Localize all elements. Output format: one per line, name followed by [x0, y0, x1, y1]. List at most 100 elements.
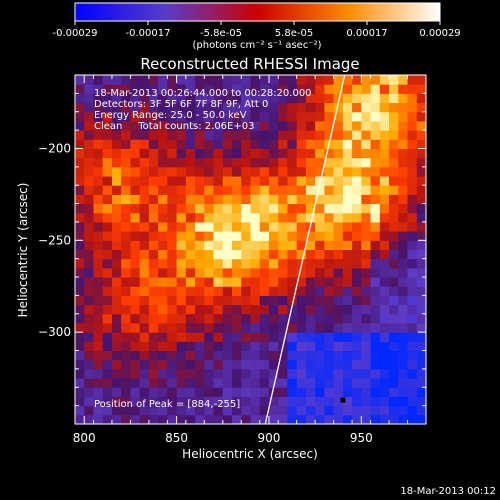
heatmap-cell: [185, 203, 196, 214]
heatmap-cell: [333, 414, 344, 424]
heatmap-cell: [213, 387, 224, 397]
heatmap-cell: [148, 93, 159, 104]
heatmap-cell: [93, 249, 104, 260]
heatmap-cell: [204, 350, 215, 361]
heatmap-cell: [370, 258, 381, 269]
heatmap-cell: [278, 368, 288, 379]
heatmap-cell: [204, 148, 215, 159]
heatmap-cell: [333, 341, 344, 352]
heatmap-cell: [398, 148, 409, 159]
heatmap-cell: [84, 387, 94, 397]
heatmap-cell: [379, 231, 390, 241]
heatmap-cell: [241, 166, 251, 177]
heatmap-cell: [250, 313, 261, 324]
heatmap-cell: [222, 231, 233, 241]
heatmap-cell: [139, 322, 150, 333]
heatmap-cell: [139, 414, 150, 424]
heatmap-cell: [176, 387, 187, 397]
heatmap-cell: [158, 176, 168, 186]
heatmap-cell: [416, 414, 426, 424]
heatmap-cell: [398, 249, 409, 260]
heatmap-cell: [213, 139, 224, 149]
heatmap-cell: [195, 368, 205, 379]
heatmap-cell: [250, 258, 261, 269]
heatmap-cell: [195, 378, 205, 388]
heatmap-cell: [111, 75, 122, 85]
heatmap-cell: [379, 350, 390, 361]
heatmap-cell: [75, 166, 85, 177]
heatmap-cell: [250, 203, 261, 214]
heatmap-cell: [204, 396, 215, 407]
heatmap-cell: [222, 221, 233, 232]
heatmap-cell: [315, 84, 325, 94]
heatmap-cell: [195, 203, 205, 214]
heatmap-cell: [389, 120, 399, 131]
heatmap-cell: [139, 249, 150, 260]
heatmap-cell: [315, 267, 325, 278]
heatmap-cell: [111, 414, 122, 424]
heatmap-cell: [75, 341, 85, 352]
heatmap-cell: [333, 322, 344, 333]
heatmap-cell: [324, 240, 335, 250]
heatmap-cell: [333, 359, 344, 370]
heatmap-cell: [278, 120, 288, 131]
x-tick-label: 950: [350, 431, 373, 445]
heatmap-cell: [121, 313, 131, 324]
heatmap-cell: [176, 295, 187, 306]
heatmap-cell: [158, 212, 168, 223]
heatmap-cell: [93, 359, 104, 370]
heatmap-cell: [111, 378, 122, 388]
heatmap-cell: [185, 194, 196, 205]
heatmap-cell: [296, 148, 307, 159]
heatmap-cell: [416, 102, 426, 113]
heatmap-cell: [241, 148, 251, 159]
heatmap-cell: [315, 221, 325, 232]
heatmap-cell: [416, 231, 426, 241]
heatmap-cell: [241, 414, 251, 424]
heatmap-cell: [398, 286, 409, 296]
heatmap-cell: [111, 93, 122, 104]
heatmap-cell: [213, 185, 224, 195]
heatmap-cell: [84, 414, 94, 424]
heatmap-cell: [102, 359, 113, 370]
heatmap-cell: [75, 75, 85, 85]
heatmap-cell: [130, 405, 141, 416]
heatmap-cell: [176, 111, 187, 122]
heatmap-cell: [204, 93, 215, 104]
heatmap-cell: [148, 322, 159, 333]
heatmap-cell: [315, 75, 325, 85]
heatmap-cell: [148, 212, 159, 223]
heatmap-cell: [305, 304, 316, 315]
heatmap-cell: [287, 231, 298, 241]
heatmap-cell: [84, 84, 94, 94]
heatmap-cell: [102, 139, 113, 149]
heatmap-cell: [75, 221, 85, 232]
heatmap-cell: [315, 313, 325, 324]
heatmap-cell: [296, 84, 307, 94]
heatmap-cell: [93, 332, 104, 342]
heatmap-cell: [287, 341, 298, 352]
heatmap-cell: [324, 322, 335, 333]
heatmap-cell: [121, 93, 131, 104]
heatmap-cell: [195, 267, 205, 278]
heatmap-cell: [241, 267, 251, 278]
heatmap-cell: [352, 405, 362, 416]
heatmap-cell: [232, 240, 242, 250]
heatmap-cell: [296, 130, 307, 140]
heatmap-cell: [370, 304, 381, 315]
heatmap-cell: [167, 84, 178, 94]
heatmap-cell: [352, 75, 362, 85]
heatmap-cell: [232, 176, 242, 186]
heatmap-cell: [176, 231, 187, 241]
heatmap-cell: [342, 286, 353, 296]
heatmap-cell: [287, 414, 298, 424]
heatmap-cell: [130, 304, 141, 315]
heatmap-cell: [121, 249, 131, 260]
heatmap-cell: [111, 286, 122, 296]
heatmap-cell: [315, 231, 325, 241]
heatmap-cell: [398, 203, 409, 214]
heatmap-cell: [139, 267, 150, 278]
heatmap-cell: [278, 93, 288, 104]
heatmap-cell: [232, 295, 242, 306]
heatmap-cell: [342, 277, 353, 287]
